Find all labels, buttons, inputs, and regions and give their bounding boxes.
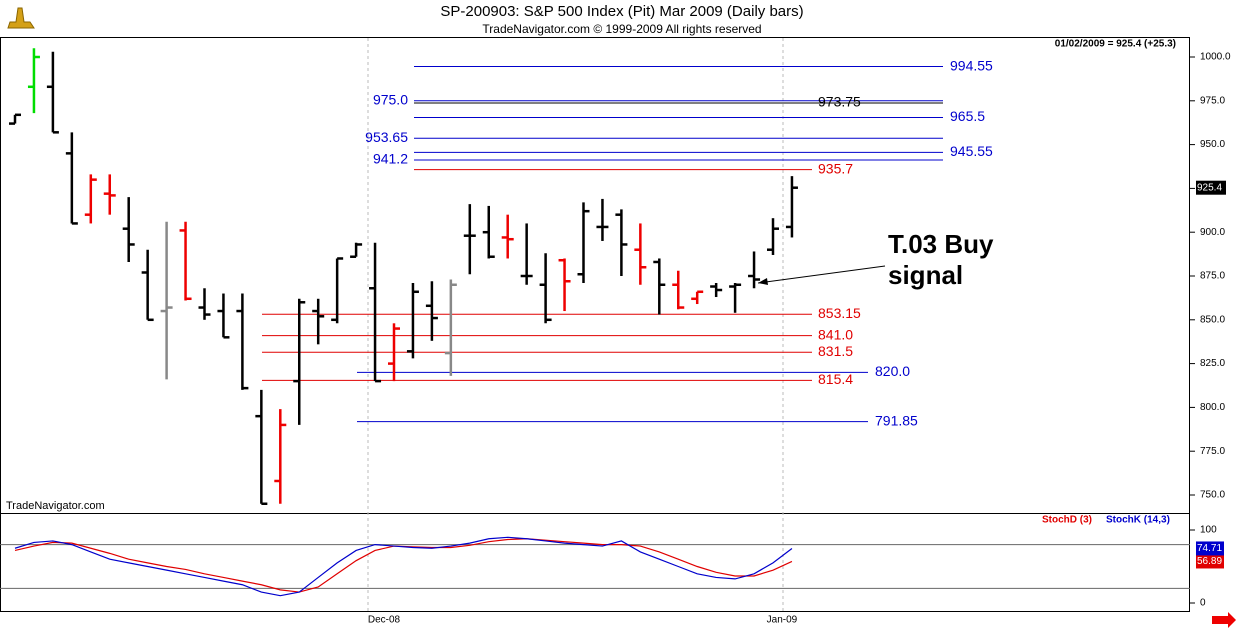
y-tick-label: 775.0 xyxy=(1200,446,1225,457)
x-tick-label: Jan-09 xyxy=(767,615,798,626)
level-label: 994.55 xyxy=(950,57,993,73)
annotation-arrow xyxy=(757,265,886,284)
price-box-label: 925.4 xyxy=(1197,182,1222,193)
watermark: TradeNavigator.com xyxy=(6,500,105,512)
y-tick-label: 800.0 xyxy=(1200,402,1225,413)
y-tick-label: 0 xyxy=(1200,598,1206,609)
y-tick-label: 1000.0 xyxy=(1200,52,1231,63)
readout: 01/02/2009 = 925.4 (+25.3) xyxy=(1055,39,1176,50)
x-tick-label: Dec-08 xyxy=(368,615,401,626)
logo xyxy=(7,7,35,29)
chart-title: SP-200903: S&P 500 Index (Pit) Mar 2009 … xyxy=(440,3,803,20)
scroll-arrow[interactable] xyxy=(1212,612,1236,628)
level-label: 965.5 xyxy=(950,108,985,124)
y-tick-label: 100 xyxy=(1200,525,1217,536)
chart-subtitle: TradeNavigator.com © 1999-2009 All right… xyxy=(482,22,761,36)
value-box xyxy=(1196,554,1224,569)
y-tick-label: 825.0 xyxy=(1200,358,1225,369)
y-tick-label: 900.0 xyxy=(1200,227,1225,238)
annotation xyxy=(757,265,886,285)
value-box-label: 74.71 xyxy=(1197,543,1222,554)
price-box xyxy=(1196,180,1226,195)
level-label: 853.15 xyxy=(818,305,861,321)
y-tick-label: 850.0 xyxy=(1200,314,1225,325)
level-label: 815.4 xyxy=(818,371,853,387)
annotation-text: T.03 Buy signal xyxy=(888,229,994,290)
level-label: 831.5 xyxy=(818,343,853,359)
level-label: 945.55 xyxy=(950,143,993,159)
plot-frame xyxy=(0,37,1190,612)
value-box xyxy=(1196,541,1224,556)
level-label: 973.75 xyxy=(818,94,861,110)
legend-entry: StochK (14,3) xyxy=(1106,515,1170,526)
y-tick-label: 750.0 xyxy=(1200,490,1225,501)
level-label: 975.0 xyxy=(373,92,408,108)
level-label: 935.7 xyxy=(818,160,853,176)
level-label: 820.0 xyxy=(875,363,910,379)
y-tick-label: 975.0 xyxy=(1200,95,1225,106)
annotation-line: T.03 Buy xyxy=(888,229,994,259)
stoch-line xyxy=(14,536,793,597)
level-label: 841.0 xyxy=(818,326,853,342)
level-label: 791.85 xyxy=(875,412,918,428)
value-box-label: 56.89 xyxy=(1197,556,1222,567)
arrow-head xyxy=(758,278,768,285)
legend-entry: StochD (3) xyxy=(1042,515,1092,526)
y-tick-label: 950.0 xyxy=(1200,139,1225,150)
annotation-line: signal xyxy=(888,260,963,290)
y-tick-label: 875.0 xyxy=(1200,271,1225,282)
level-label: 953.65 xyxy=(365,129,408,145)
level-label: 941.2 xyxy=(373,151,408,167)
